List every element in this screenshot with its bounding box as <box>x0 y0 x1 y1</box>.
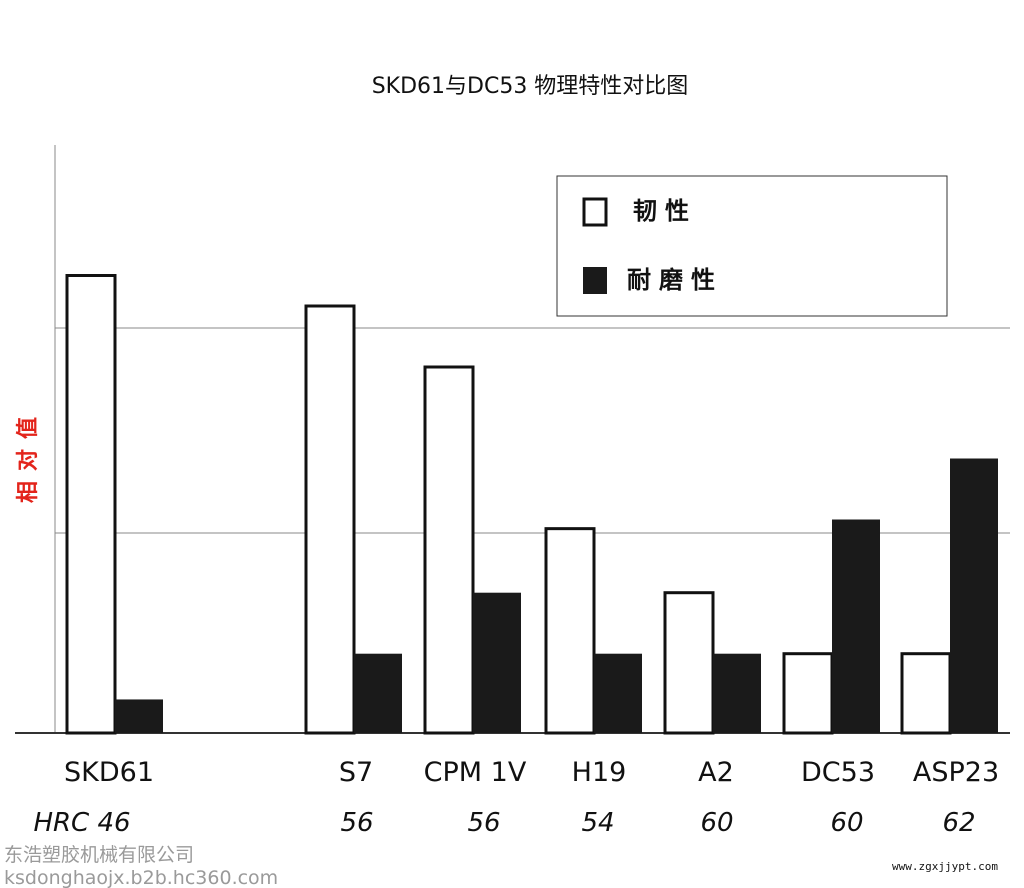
legend-swatch-toughness <box>582 197 608 227</box>
bar-toughness-dc53 <box>782 652 834 735</box>
legend-swatch-wear-resistance <box>583 267 607 294</box>
hardness-label: HRC 46 <box>33 808 130 838</box>
category-labels-group: SKD61 HRC 46 S7 56 CPM 1V 56 H19 54 A2 60 DC53 60 AS… <box>33 757 999 838</box>
hardness-label: 56 <box>467 808 500 838</box>
x-tick-label: ASP23 <box>913 757 999 788</box>
bar-toughness-asp23 <box>900 652 952 735</box>
watermark-url: ksdonghaojx.b2b.hc360.com <box>4 867 278 888</box>
y-axis-label: 相对值 <box>15 407 41 503</box>
bar-toughness-h19 <box>544 527 596 735</box>
bars-group <box>65 274 998 735</box>
bar-wear-resistance-h19 <box>594 653 642 733</box>
bar-wear-resistance-s7 <box>354 653 402 733</box>
watermark-right: www.zgxjjypt.com <box>892 860 998 873</box>
legend-box <box>556 175 948 317</box>
hardness-label: 60 <box>700 808 733 838</box>
bar-wear-resistance-a2 <box>713 653 761 733</box>
bar-toughness-a2 <box>663 591 715 735</box>
hardness-label: 54 <box>581 808 614 838</box>
bar-toughness-cpm-1v <box>423 365 475 735</box>
legend: 韧性 耐磨性 <box>556 175 948 317</box>
bar-wear-resistance-dc53 <box>832 519 880 733</box>
x-tick-label: SKD61 <box>64 757 154 788</box>
bar-wear-resistance-cpm-1v <box>473 592 521 733</box>
chart-title: SKD61与DC53 物理特性对比图 <box>372 74 689 99</box>
legend-label-toughness: 韧性 <box>633 197 697 225</box>
x-tick-label: CPM 1V <box>424 757 527 788</box>
x-tick-label: S7 <box>339 757 373 788</box>
bar-toughness-skd61 <box>65 274 117 735</box>
hardness-label: 62 <box>942 808 975 838</box>
legend-label-wear-resistance: 耐磨性 <box>627 266 723 294</box>
x-tick-label: DC53 <box>801 757 875 788</box>
hardness-label: 60 <box>830 808 863 838</box>
bar-wear-resistance-skd61 <box>115 699 163 733</box>
bar-toughness-s7 <box>304 304 356 735</box>
x-tick-label: H19 <box>572 757 627 788</box>
bar-wear-resistance-asp23 <box>950 458 998 733</box>
watermark-company: 东浩塑胶机械有限公司 <box>4 844 194 866</box>
hardness-label: 56 <box>340 808 373 838</box>
x-tick-label: A2 <box>698 757 734 788</box>
